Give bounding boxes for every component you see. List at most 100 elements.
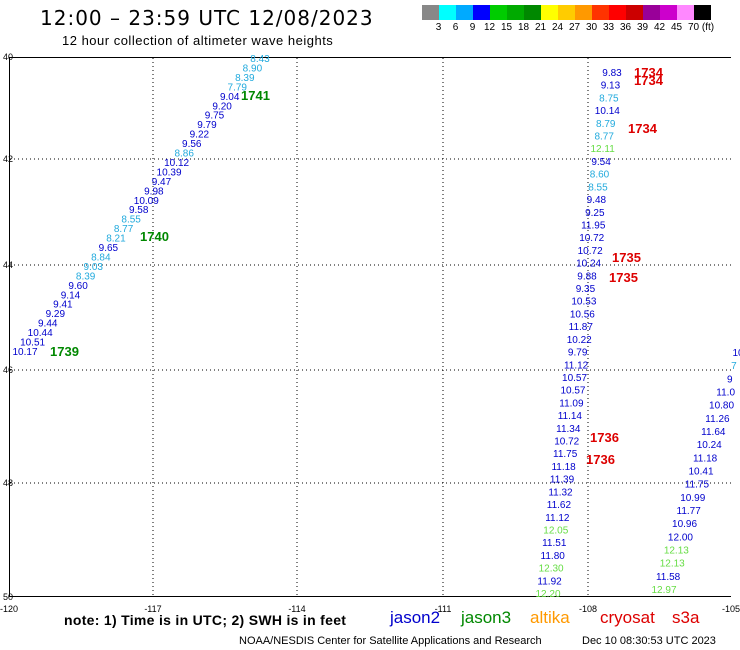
wave-height-value: 8.84 — [91, 252, 111, 263]
wave-height-value: 11.77 — [677, 506, 702, 517]
wave-height-value: 11.26 — [705, 414, 730, 425]
wave-height-value: 9.75 — [205, 111, 225, 122]
wave-height-value: 10.57 — [562, 373, 587, 384]
wave-height-value: 8.77 — [114, 224, 134, 235]
wave-height-value: 9 — [727, 374, 733, 385]
page-title: 12:00 – 23:59 UTC 12/08/2023 — [40, 6, 374, 30]
wave-height-value: 11.75 — [685, 480, 710, 491]
color-scale-tick: 18 — [517, 22, 530, 33]
wave-height-value: 11.39 — [550, 475, 575, 486]
wave-height-value: 10.96 — [672, 519, 697, 530]
wave-height-value: 10.72 — [554, 437, 579, 448]
wave-height-value: 8.90 — [243, 63, 263, 74]
color-swatch — [643, 5, 660, 20]
wave-height-value: 9.98 — [144, 186, 164, 197]
wave-height-value: 9.58 — [129, 205, 149, 216]
wave-height-value: 9.79 — [568, 348, 588, 359]
wave-height-value: 7.79 — [228, 82, 248, 93]
color-scale-tick: 15 — [500, 22, 513, 33]
legend-jason2: jason2 — [390, 608, 441, 627]
wave-height-value: 8.79 — [596, 119, 616, 130]
wave-height-value: 9.48 — [587, 195, 607, 206]
color-swatch — [507, 5, 524, 20]
wave-height-value: 8.21 — [106, 234, 126, 245]
color-scale-tick: 30 — [585, 22, 598, 33]
wave-height-value: 9.04 — [220, 92, 240, 103]
wave-height-value: 9.79 — [197, 120, 217, 131]
wave-height-value: 10.12 — [164, 158, 189, 169]
wave-height-value: 10.24 — [576, 259, 601, 270]
pass-time-label: 1736 — [586, 452, 615, 467]
longitude-label: -117 — [144, 604, 161, 614]
latitude-label: 50 — [3, 592, 13, 602]
wave-height-value: 10.39 — [157, 167, 182, 178]
latitude-label: 44 — [3, 260, 13, 270]
wave-height-value: 9.83 — [602, 68, 622, 79]
wave-height-value: 9.88 — [577, 271, 597, 282]
wave-height-value: 12.20 — [535, 589, 560, 600]
pass-time-label: 1734 — [634, 65, 664, 80]
wave-height-value: 10.56 — [570, 309, 595, 320]
color-swatch — [609, 5, 626, 20]
wave-height-value: 10.72 — [579, 233, 604, 244]
color-scale-tick: 33 — [602, 22, 615, 33]
pass-time-label: 1734 — [628, 121, 658, 136]
color-scale-tick: 39 — [636, 22, 649, 33]
wave-height-value: 8.60 — [590, 170, 610, 181]
generated-timestamp: Dec 10 08:30:53 UTC 2023 — [582, 635, 716, 647]
wave-height-value: 11.80 — [541, 551, 566, 562]
wave-height-value: 10.72 — [578, 246, 603, 257]
wave-height-value: 8.86 — [174, 149, 194, 160]
color-swatch — [541, 5, 558, 20]
wave-height-value: 12.13 — [660, 559, 685, 570]
wave-height-value: 9.13 — [601, 81, 621, 92]
wave-height-value: 10.44 — [28, 328, 53, 339]
wave-height-value: 12.05 — [543, 525, 568, 536]
wave-height-value: 10.41 — [688, 467, 713, 478]
longitude-label: -108 — [579, 604, 597, 614]
longitude-label: -111 — [435, 604, 452, 614]
latitude-label: 40 — [3, 52, 13, 62]
wave-height-value: 7 — [731, 361, 737, 372]
units-note: note: 1) Time is in UTC; 2) SWH is in fe… — [64, 612, 347, 628]
wave-height-value: 10 — [732, 348, 740, 359]
wave-height-value: 8.39 — [235, 73, 255, 84]
latitude-label: 48 — [3, 478, 13, 488]
wave-height-value: 12.97 — [651, 585, 676, 596]
color-swatch — [660, 5, 677, 20]
color-scale-tick: 21 — [534, 22, 547, 33]
wave-height-value: 12.13 — [664, 546, 689, 557]
color-swatch — [422, 5, 439, 20]
wave-height-value: 11.58 — [656, 572, 681, 583]
wave-height-value: 9.35 — [576, 284, 596, 295]
wave-height-value: 8.77 — [594, 132, 614, 143]
color-swatch — [439, 5, 456, 20]
wave-height-value: 8.55 — [588, 182, 608, 193]
pass-time-label: 1740 — [140, 229, 169, 244]
pass-time-label: 1741 — [241, 88, 270, 103]
wave-height-value: 9.54 — [591, 157, 611, 168]
color-scale-tick: 70 — [687, 22, 700, 33]
wave-height-value: 11.95 — [581, 220, 606, 231]
latitude-label: 46 — [3, 365, 13, 375]
color-scale-tick: 12 — [483, 22, 496, 33]
wave-height-value: 11.92 — [537, 576, 562, 587]
wave-height-value: 10.51 — [20, 338, 45, 349]
wave-height-value: 12.00 — [668, 532, 693, 543]
wave-height-value: 10.09 — [134, 196, 159, 207]
color-scale-tick: 9 — [469, 22, 476, 33]
wave-height-value: 9.65 — [99, 243, 119, 254]
wave-height-value: 9.41 — [53, 300, 73, 311]
longitude-label: -120 — [0, 604, 18, 614]
wave-height-value: 10.80 — [709, 401, 734, 412]
wave-height-value: 8.39 — [76, 271, 96, 282]
map-frame — [9, 57, 731, 597]
color-swatch — [575, 5, 592, 20]
wave-height-value: 10.53 — [571, 297, 596, 308]
color-scale-tick: 3 — [435, 22, 442, 33]
wave-height-value: 9.20 — [212, 101, 232, 112]
wave-height-value: 10.24 — [697, 440, 722, 451]
pass-time-label: 1735 — [612, 250, 641, 265]
credit-line: NOAA/NESDIS Center for Satellite Applica… — [239, 635, 542, 647]
wave-height-value: 8.55 — [121, 215, 141, 226]
